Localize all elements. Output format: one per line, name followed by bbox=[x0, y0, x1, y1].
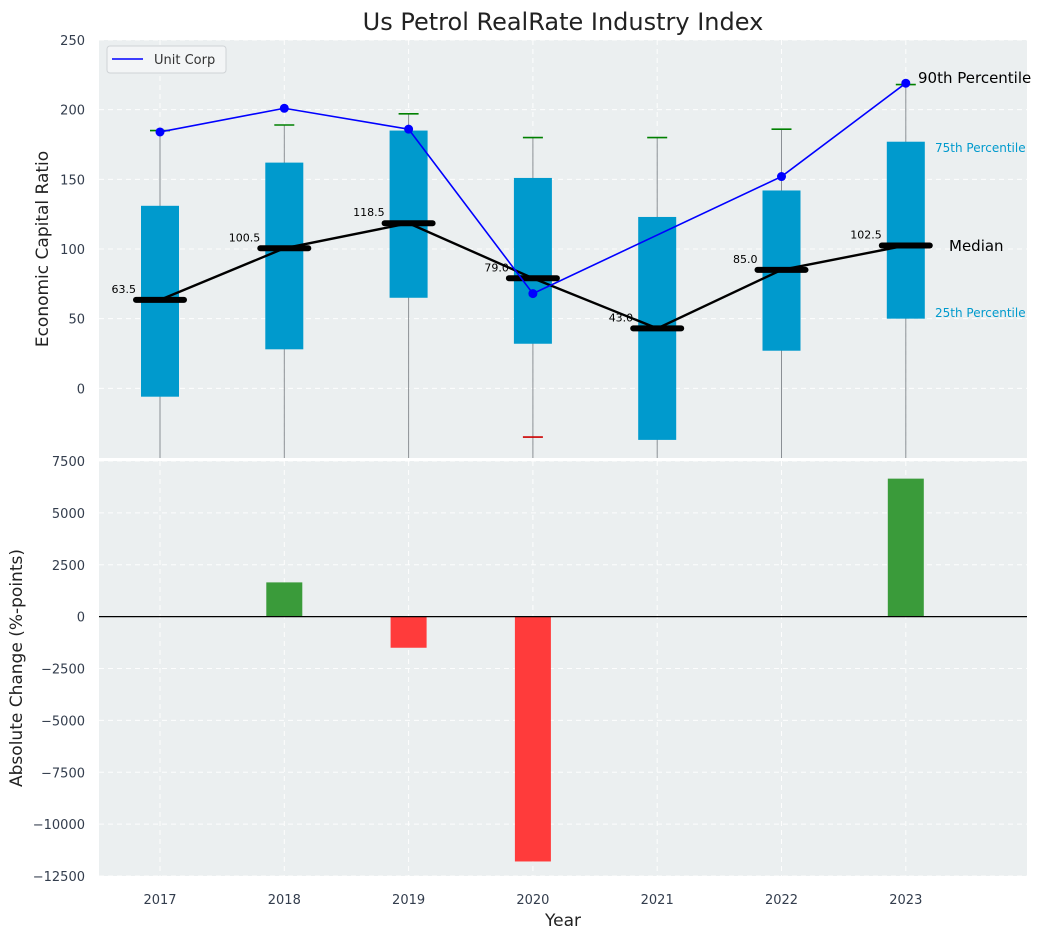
median-label-2020: 79.0 bbox=[484, 261, 509, 274]
change-bars bbox=[266, 478, 924, 862]
top-y-tick-50: 50 bbox=[68, 313, 85, 328]
bottom-y-tick--5000: −5000 bbox=[41, 714, 85, 729]
box-2018 bbox=[265, 162, 304, 350]
median-label-2017: 63.5 bbox=[112, 283, 137, 296]
chart-title: Us Petrol RealRate Industry Index bbox=[363, 8, 764, 36]
unit-corp-point-2018 bbox=[279, 103, 289, 113]
unit-corp-point-2020 bbox=[528, 289, 538, 299]
change-bar-2018 bbox=[266, 582, 303, 617]
p75-annotation: 75th Percentile bbox=[935, 141, 1026, 155]
top-y-ticks: 0 50 100 150 200 250 bbox=[60, 34, 85, 397]
box-2019 bbox=[389, 130, 428, 298]
unit-corp-line bbox=[159, 82, 907, 295]
bottom-y-tick--2500: −2500 bbox=[41, 663, 85, 678]
median-label-2022: 85.0 bbox=[733, 253, 758, 266]
unit-corp-point-2019 bbox=[404, 124, 414, 134]
top-y-tick-150: 150 bbox=[60, 173, 85, 188]
bottom-y-tick-5000: 5000 bbox=[52, 507, 85, 522]
top-y-tick-0: 0 bbox=[77, 382, 85, 397]
box-2020 bbox=[513, 177, 552, 344]
legend-label-unit-corp: Unit Corp bbox=[154, 53, 215, 68]
percentile-annotations: 90th Percentile 75th Percentile Median 2… bbox=[918, 69, 1031, 320]
x-tick-2019: 2019 bbox=[392, 893, 425, 908]
x-tick-2023: 2023 bbox=[889, 893, 922, 908]
bottom-y-axis-label: Absolute Change (%-points) bbox=[7, 549, 27, 787]
x-tick-2018: 2018 bbox=[268, 893, 301, 908]
unit-corp-point-2017 bbox=[155, 127, 165, 137]
p25-annotation: 25th Percentile bbox=[935, 306, 1026, 320]
top-y-axis-label: Economic Capital Ratio bbox=[33, 151, 53, 347]
top-y-tick-200: 200 bbox=[60, 104, 85, 119]
x-axis-label: Year bbox=[544, 911, 581, 931]
median-label-2021: 43.0 bbox=[609, 311, 634, 324]
bottom-y-tick-0: 0 bbox=[77, 611, 85, 626]
bottom-y-tick--10000: −10000 bbox=[33, 818, 85, 833]
x-tick-2017: 2017 bbox=[143, 893, 176, 908]
unit-corp-point-2022 bbox=[777, 172, 786, 182]
bottom-y-tick-2500: 2500 bbox=[52, 559, 85, 574]
bottom-y-tick--12500: −12500 bbox=[33, 870, 85, 885]
median-series: 63.5 100.5 118.5 79.0 43.0 85.0 102.5 bbox=[112, 206, 933, 332]
median-label-2018: 100.5 bbox=[229, 231, 261, 244]
median-annotation: Median bbox=[949, 237, 1004, 255]
change-bar-2019 bbox=[390, 616, 427, 648]
p90-annotation: 90th Percentile bbox=[918, 69, 1031, 87]
change-bar-2020 bbox=[514, 616, 551, 862]
x-ticks: 2017 2018 2019 2020 2021 2022 2023 bbox=[143, 893, 922, 908]
bottom-y-tick-7500: 7500 bbox=[52, 455, 85, 470]
median-label-2019: 118.5 bbox=[353, 206, 385, 219]
x-tick-2020: 2020 bbox=[516, 893, 549, 908]
bottom-y-tick--7500: −7500 bbox=[41, 766, 85, 781]
unit-corp-point-2023 bbox=[901, 78, 911, 88]
box-2023 bbox=[886, 141, 925, 319]
top-y-tick-100: 100 bbox=[60, 243, 85, 258]
median-label-2023: 102.5 bbox=[850, 229, 882, 242]
legend: Unit Corp bbox=[106, 45, 227, 74]
legend-box bbox=[106, 45, 227, 74]
x-tick-2022: 2022 bbox=[765, 893, 798, 908]
x-tick-2021: 2021 bbox=[641, 893, 674, 908]
change-bar-2023 bbox=[887, 478, 924, 617]
top-y-tick-250: 250 bbox=[60, 34, 85, 49]
unit-corp-series bbox=[155, 78, 911, 299]
bottom-y-ticks: −12500 −10000 −7500 −5000 −2500 0 2500 5000 7500 bbox=[33, 455, 85, 885]
